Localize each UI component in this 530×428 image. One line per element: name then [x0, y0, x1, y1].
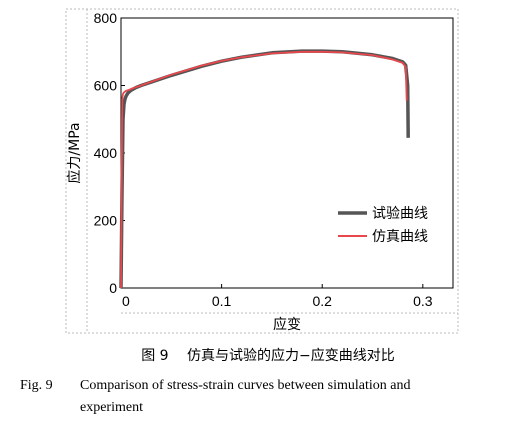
figure-frame — [65, 8, 459, 334]
x-tick-label: 0 — [122, 293, 130, 309]
caption-chinese: 图 9 仿真与试验的应力−应变曲线对比 — [0, 345, 530, 365]
legend-label-experiment: 试验曲线 — [372, 206, 428, 222]
caption-en-line1: Comparison of stress-strain curves betwe… — [80, 378, 411, 393]
legend: 试验曲线 仿真曲线 — [338, 206, 428, 245]
x-axis-ticks: 0 0.1 0.2 0.3 — [120, 284, 433, 309]
y-axis-ticks: 0 200 400 600 800 — [94, 10, 125, 296]
caption-english: Fig. 9 Comparison of stress-strain curves… — [20, 375, 510, 419]
y-tick-label: 400 — [94, 145, 118, 161]
caption-en-line2: experiment — [80, 400, 143, 415]
x-tick-label: 0.3 — [413, 293, 433, 309]
y-axis-label: 应力/MPa — [66, 122, 83, 183]
caption-cn-text: 仿真与试验的应力−应变曲线对比 — [187, 348, 395, 364]
x-axis-label: 应变 — [273, 316, 301, 333]
caption-en-label: Fig. 9 — [20, 378, 53, 393]
y-tick-label: 0 — [109, 280, 117, 296]
series-layer — [119, 49, 410, 289]
y-tick-label: 800 — [94, 10, 118, 26]
y-tick-label: 200 — [94, 213, 118, 229]
x-tick-label: 0.2 — [312, 293, 332, 309]
legend-label-simulation: 仿真曲线 — [372, 229, 428, 245]
caption-cn-label: 图 9 — [141, 348, 169, 364]
plot-area — [120, 17, 454, 289]
stress-strain-chart: 0 200 400 600 800 0 0.1 0.2 0.3 应变 应力/MPa 试验曲线 … — [65, 8, 459, 334]
x-tick-label: 0.1 — [212, 293, 232, 309]
y-tick-label: 600 — [94, 78, 118, 94]
series-line-simulation — [120, 50, 408, 289]
